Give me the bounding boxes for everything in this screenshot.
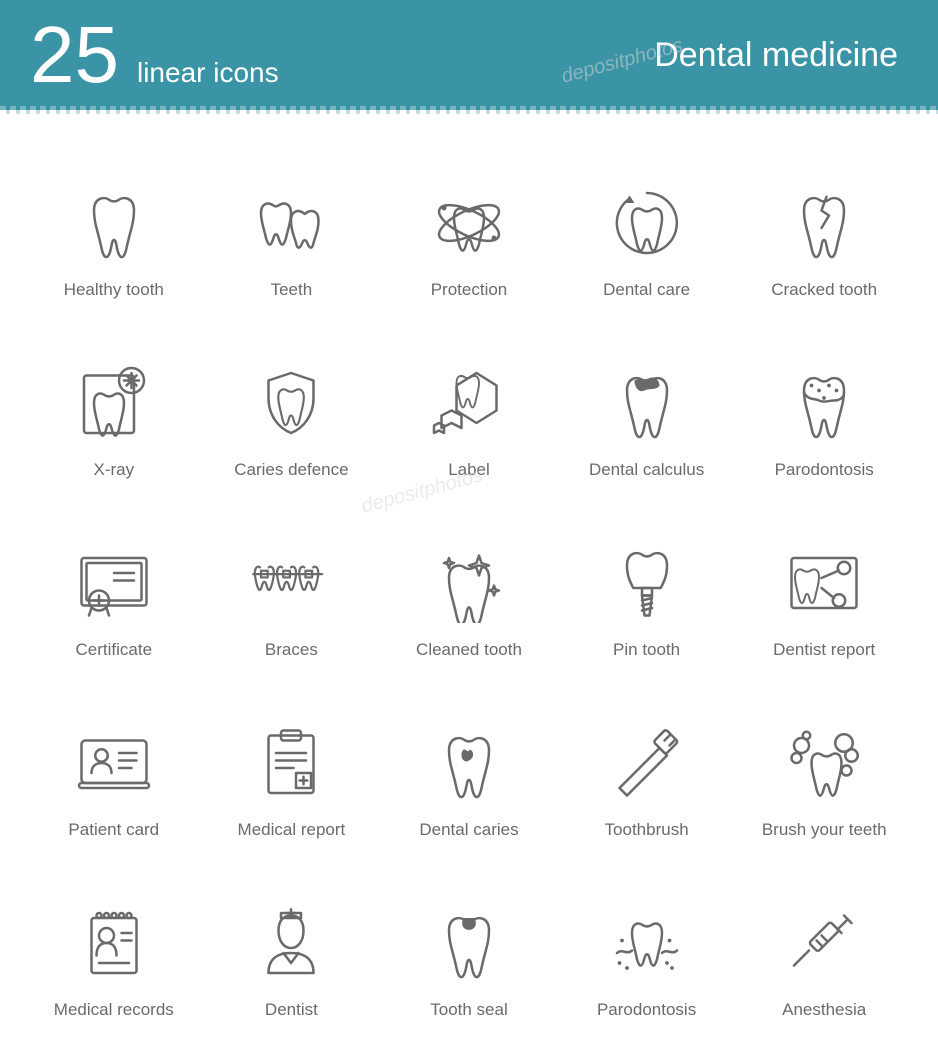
label: Dental calculus	[589, 460, 704, 480]
label: Braces	[265, 640, 318, 660]
teeth-icon	[246, 178, 336, 268]
cracked-tooth-icon	[779, 178, 869, 268]
label: Dental care	[603, 280, 690, 300]
toothbrush-icon	[602, 718, 692, 808]
cell-brush-your-teeth: Brush your teeth	[740, 690, 908, 840]
label: Dentist report	[773, 640, 875, 660]
parodontosis-icon	[779, 358, 869, 448]
icon-count: 25	[30, 15, 119, 95]
label: Protection	[431, 280, 508, 300]
caries-defence-icon	[246, 358, 336, 448]
cell-cracked-tooth: Cracked tooth	[740, 150, 908, 300]
label: Medical records	[54, 1000, 174, 1020]
label: Dental caries	[419, 820, 518, 840]
dentist-icon	[246, 898, 336, 988]
cell-toothbrush: Toothbrush	[563, 690, 731, 840]
cell-protection: Protection	[385, 150, 553, 300]
cell-parodontosis-2: Parodontosis	[563, 870, 731, 1020]
cell-caries-defence: Caries defence	[208, 330, 376, 480]
header: 25 linear icons Dental medicine	[0, 0, 938, 110]
cell-anesthesia: Anesthesia	[740, 870, 908, 1020]
braces-icon	[246, 538, 336, 628]
cell-dental-caries: Dental caries	[385, 690, 553, 840]
cell-dental-calculus: Dental calculus	[563, 330, 731, 480]
label: Parodontosis	[775, 460, 874, 480]
cell-tooth-seal: Tooth seal	[385, 870, 553, 1020]
label: Toothbrush	[605, 820, 689, 840]
label: Healthy tooth	[64, 280, 164, 300]
medical-records-icon	[69, 898, 159, 988]
label: Cleaned tooth	[416, 640, 522, 660]
cell-label: Label	[385, 330, 553, 480]
protection-icon	[424, 178, 514, 268]
label: Brush your teeth	[762, 820, 887, 840]
cell-dentist-report: Dentist report	[740, 510, 908, 660]
cell-certificate: Certificate	[30, 510, 198, 660]
dental-caries-icon	[424, 718, 514, 808]
medical-report-icon	[246, 718, 336, 808]
cell-pin-tooth: Pin tooth	[563, 510, 731, 660]
cell-healthy-tooth: Healthy tooth	[30, 150, 198, 300]
label: Patient card	[68, 820, 159, 840]
parodontosis-2-icon	[602, 898, 692, 988]
anesthesia-icon	[779, 898, 869, 988]
patient-card-icon	[69, 718, 159, 808]
cell-x-ray: X-ray	[30, 330, 198, 480]
label: Medical report	[238, 820, 346, 840]
label: Label	[448, 460, 490, 480]
icon-grid: Healthy tooth Teeth Protection	[0, 110, 938, 1040]
dentist-report-icon	[779, 538, 869, 628]
healthy-tooth-icon	[69, 178, 159, 268]
cell-cleaned-tooth: Cleaned tooth	[385, 510, 553, 660]
tooth-seal-icon	[424, 898, 514, 988]
cell-medical-records: Medical records	[30, 870, 198, 1020]
label: Pin tooth	[613, 640, 680, 660]
label: Parodontosis	[597, 1000, 696, 1020]
brush-your-teeth-icon	[779, 718, 869, 808]
dental-calculus-icon	[602, 358, 692, 448]
certificate-icon	[69, 538, 159, 628]
label: Tooth seal	[430, 1000, 508, 1020]
cleaned-tooth-icon	[424, 538, 514, 628]
label: Teeth	[271, 280, 313, 300]
cell-parodontosis: Parodontosis	[740, 330, 908, 480]
header-subtitle: linear icons	[137, 57, 279, 89]
cell-dentist: Dentist	[208, 870, 376, 1020]
header-left: 25 linear icons	[30, 15, 279, 95]
header-title: Dental medicine	[654, 36, 898, 75]
cell-patient-card: Patient card	[30, 690, 198, 840]
cell-dental-care: Dental care	[563, 150, 731, 300]
label: Dentist	[265, 1000, 318, 1020]
dental-care-icon	[602, 178, 692, 268]
cell-braces: Braces	[208, 510, 376, 660]
label: X-ray	[93, 460, 134, 480]
label: Caries defence	[234, 460, 348, 480]
cell-medical-report: Medical report	[208, 690, 376, 840]
cell-teeth: Teeth	[208, 150, 376, 300]
label: Cracked tooth	[771, 280, 877, 300]
label: Anesthesia	[782, 1000, 866, 1020]
x-ray-icon	[69, 358, 159, 448]
label-icon	[424, 358, 514, 448]
pin-tooth-icon	[602, 538, 692, 628]
label: Certificate	[76, 640, 153, 660]
